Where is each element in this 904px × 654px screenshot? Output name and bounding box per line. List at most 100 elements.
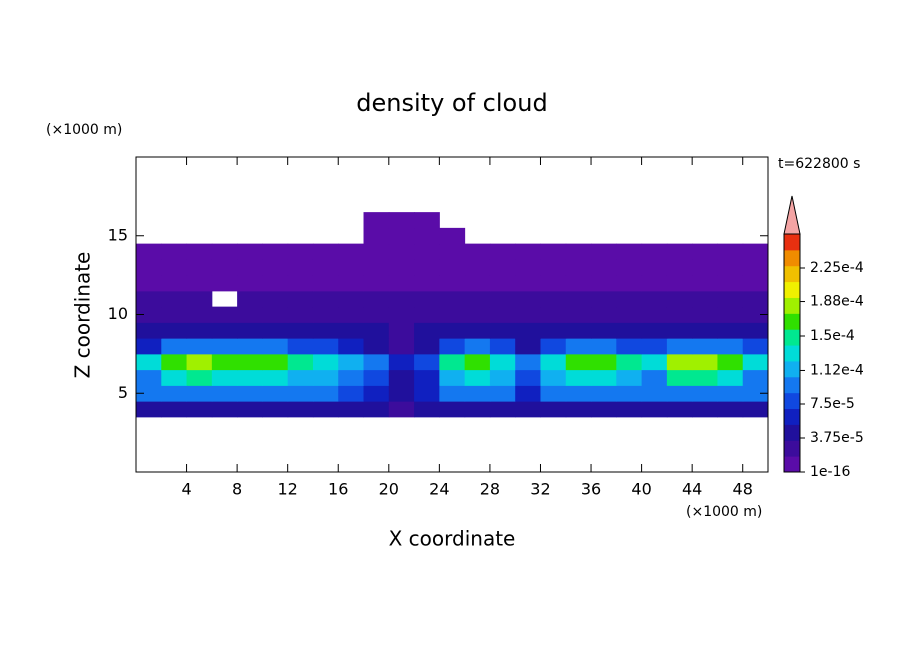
contour-cell bbox=[186, 353, 213, 371]
contour-cell bbox=[565, 322, 592, 339]
contour-cell bbox=[237, 306, 263, 323]
contour-cell bbox=[414, 322, 440, 339]
contour-cell bbox=[742, 306, 769, 323]
contour-cell bbox=[616, 290, 643, 308]
contour-cell bbox=[515, 385, 541, 402]
colorbar-tick-label: 1.88e-4 bbox=[810, 294, 864, 310]
contour-cell bbox=[591, 369, 617, 386]
x-tick-label: 44 bbox=[682, 480, 702, 499]
contour-cell bbox=[338, 306, 365, 323]
contour-cell bbox=[388, 212, 415, 229]
contour-cell bbox=[388, 353, 415, 371]
contour-cell bbox=[414, 227, 440, 245]
contour-cell bbox=[489, 385, 516, 402]
contour-cell bbox=[464, 290, 491, 308]
contour-cell bbox=[616, 322, 643, 339]
contour-cell bbox=[363, 385, 390, 402]
contour-cell bbox=[591, 353, 617, 371]
contour-cell bbox=[338, 275, 365, 292]
contour-cell bbox=[136, 306, 162, 323]
x-tick-label: 16 bbox=[328, 480, 348, 499]
contour-cell bbox=[161, 275, 188, 292]
contour-cell bbox=[388, 243, 415, 260]
contour-cell bbox=[363, 306, 390, 323]
contour-cell bbox=[515, 306, 541, 323]
contour-cell bbox=[641, 259, 668, 276]
contour-cell bbox=[666, 306, 693, 323]
colorbar-tick-label: 1.12e-4 bbox=[810, 362, 864, 378]
contour-cell bbox=[287, 306, 314, 323]
contour-cell bbox=[641, 385, 668, 402]
contour-cell bbox=[312, 401, 339, 418]
contour-cell bbox=[717, 243, 744, 260]
contour-cell bbox=[742, 290, 769, 308]
contour-cell bbox=[161, 243, 188, 260]
x-tick-label: 28 bbox=[480, 480, 500, 499]
contour-cell bbox=[565, 401, 592, 418]
contour-cell bbox=[312, 290, 339, 308]
x-tick-label: 32 bbox=[530, 480, 550, 499]
contour-cell bbox=[312, 353, 339, 371]
x-tick-label: 40 bbox=[631, 480, 651, 499]
contour-cell bbox=[287, 401, 314, 418]
contour-cell bbox=[186, 369, 213, 386]
contour-cell bbox=[312, 275, 339, 292]
colorbar-band bbox=[784, 313, 800, 330]
contour-cell bbox=[464, 385, 491, 402]
colorbar-band bbox=[784, 345, 800, 362]
contour-cell bbox=[565, 243, 592, 260]
contour-cell bbox=[439, 243, 466, 260]
contour-cell bbox=[186, 243, 213, 260]
contour-cell bbox=[540, 322, 567, 339]
contour-cell bbox=[489, 243, 516, 260]
contour-cell bbox=[161, 353, 188, 371]
contour-cell bbox=[641, 401, 668, 418]
contour-cell bbox=[338, 385, 365, 402]
x-tick-label: 36 bbox=[581, 480, 601, 499]
contour-cell bbox=[591, 259, 617, 276]
contour-cell bbox=[186, 259, 213, 276]
contour-cell bbox=[312, 385, 339, 402]
contour-cell bbox=[262, 322, 289, 339]
contour-cell bbox=[742, 259, 769, 276]
contour-cell bbox=[388, 338, 415, 355]
contour-cell bbox=[464, 306, 491, 323]
contour-cell bbox=[237, 338, 263, 355]
contour-cell bbox=[489, 369, 516, 386]
contour-cell bbox=[211, 338, 238, 355]
contour-cell bbox=[211, 275, 238, 292]
contour-cell bbox=[464, 275, 491, 292]
contour-cell bbox=[161, 401, 188, 418]
contour-cell bbox=[136, 322, 162, 339]
contour-cell bbox=[262, 338, 289, 355]
contour-cell bbox=[742, 385, 769, 402]
contour-cell bbox=[540, 306, 567, 323]
contour-cell bbox=[641, 369, 668, 386]
contour-cell bbox=[363, 259, 390, 276]
contour-cell bbox=[489, 322, 516, 339]
contour-cell bbox=[616, 306, 643, 323]
contour-cell bbox=[211, 401, 238, 418]
contour-cell bbox=[439, 385, 466, 402]
contour-cell bbox=[591, 243, 617, 260]
contour-cell bbox=[717, 369, 744, 386]
contour-cell bbox=[616, 338, 643, 355]
contour-cell bbox=[363, 243, 390, 260]
contour-cell bbox=[262, 369, 289, 386]
contour-cell bbox=[388, 259, 415, 276]
contour-cell bbox=[262, 290, 289, 308]
contour-cell bbox=[717, 385, 744, 402]
x-tick-label: 48 bbox=[733, 480, 753, 499]
x-tick-label: 20 bbox=[379, 480, 399, 499]
contour-cell bbox=[237, 290, 263, 308]
contour-cell bbox=[211, 259, 238, 276]
colorbar-tick-label: 7.5e-5 bbox=[810, 396, 855, 412]
contour-cell bbox=[742, 401, 769, 418]
contour-cell bbox=[414, 306, 440, 323]
contour-cell bbox=[237, 385, 263, 402]
contour-cell bbox=[489, 290, 516, 308]
contour-cell bbox=[287, 243, 314, 260]
contour-cell bbox=[186, 338, 213, 355]
contour-cell bbox=[641, 322, 668, 339]
